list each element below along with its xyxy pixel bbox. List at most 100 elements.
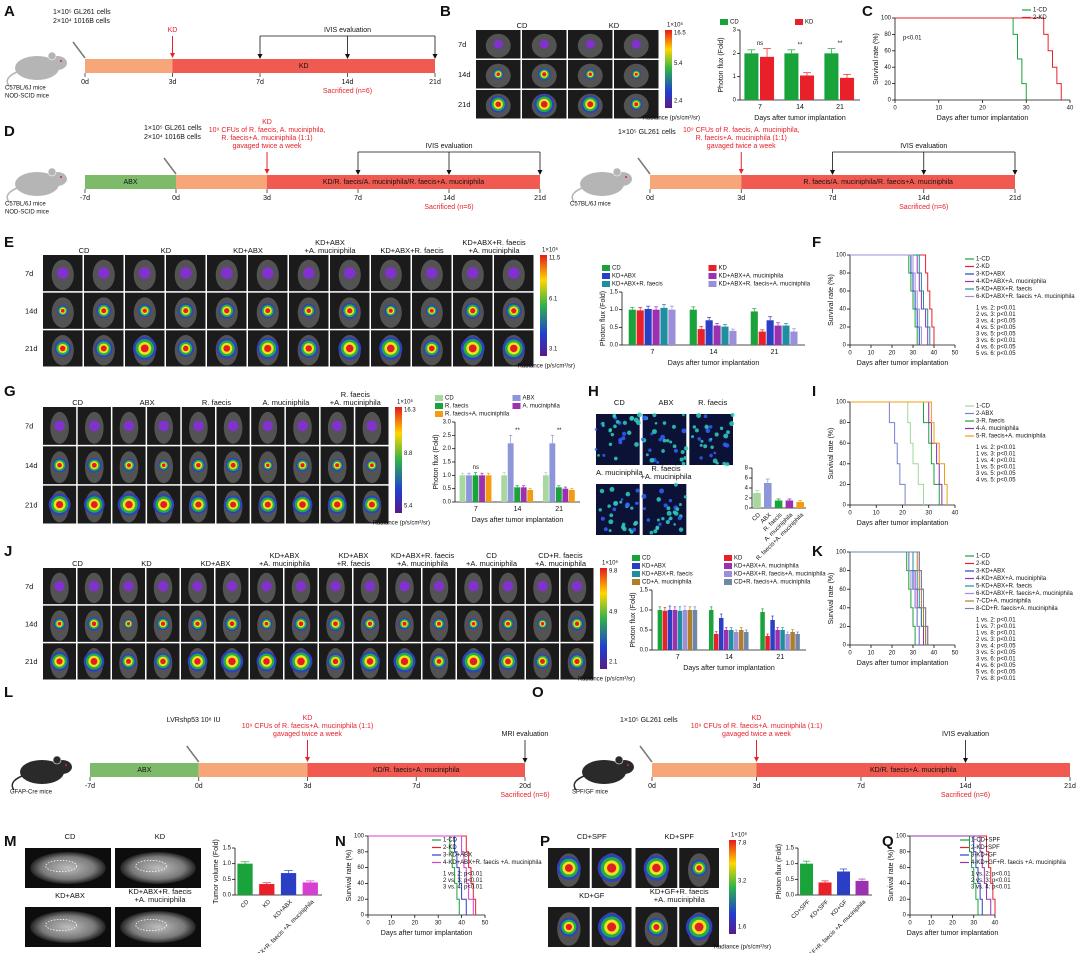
y-tick-label: 2.5 (443, 433, 452, 439)
cell (691, 435, 695, 439)
signal (54, 420, 65, 432)
signal (386, 344, 395, 353)
signal (227, 420, 239, 432)
x-axis-title: Days after tumor implantation (857, 520, 949, 527)
signal (505, 658, 511, 665)
bar (785, 634, 790, 650)
y-tick-label: 20 (839, 482, 846, 488)
colorbar-tick-label: 16.3 (404, 408, 416, 414)
colorbar-tick-label: 5.4 (674, 61, 683, 67)
y-tick-label: 80 (839, 271, 846, 277)
intervention-label: KD (303, 715, 313, 722)
timeline-segment (307, 763, 525, 777)
signal (571, 580, 583, 592)
cell (681, 461, 686, 466)
legend-label: 1-CD (443, 838, 458, 844)
cell (658, 522, 662, 526)
signal (565, 923, 573, 931)
x-tick-label: 0 (908, 921, 912, 927)
sacrificed-label: Sacrificed (n=6) (424, 204, 473, 211)
day-label: 14d (342, 79, 354, 86)
y-tick-label: 2.0 (443, 446, 452, 452)
mouse-label: NOD-SCID mice (5, 94, 50, 100)
cell (662, 421, 667, 425)
signal (540, 100, 548, 108)
bar (758, 331, 766, 345)
day-label: 0d (646, 195, 654, 202)
segment-label: KD/R. faecis+A. muciniphila (870, 767, 957, 774)
y-tick-label: 80 (884, 32, 891, 38)
signal (262, 420, 274, 432)
signal (347, 308, 353, 314)
survival-curve (368, 835, 467, 915)
legend-swatch (602, 281, 610, 287)
bar (302, 882, 318, 895)
cell (697, 437, 702, 441)
intervention-label: 10⁹ CFUs of R. faecis, A. muciniphila, (209, 127, 326, 134)
legend-label: KD+ABX+R. faecis (642, 572, 693, 578)
signal (402, 621, 407, 626)
colorbar-tick-label: 16.5 (674, 31, 686, 37)
mouse-eye (60, 176, 62, 178)
cell (628, 528, 632, 532)
annotation: 4 vs. 6: p<0.05 (976, 345, 1016, 351)
y-tick-label: 40 (884, 65, 891, 71)
x-tick-label: 20 (899, 511, 906, 517)
annotation: 4 vs. 5: p<0.05 (976, 478, 1016, 484)
timeline-segment (652, 763, 757, 777)
bar (782, 325, 790, 345)
legend-label: CD (642, 556, 651, 562)
y-tick-label: 0.5 (223, 877, 232, 883)
survival-curve (850, 254, 918, 345)
x-tick-label: 10 (388, 921, 395, 927)
arrow-head (355, 170, 361, 175)
cell (675, 507, 680, 511)
x-tick-label: 50 (952, 651, 959, 657)
intervention-label: KD (752, 715, 762, 722)
panel-label: M (4, 833, 17, 850)
survival-curve (850, 254, 931, 345)
legend-label: ABX (523, 396, 535, 402)
mouse-label: SPF/GF mice (572, 790, 609, 796)
cell (635, 420, 641, 426)
signal (366, 420, 378, 432)
injection (637, 157, 651, 175)
signal (298, 621, 304, 627)
bar (237, 863, 253, 895)
signal (496, 72, 501, 77)
signal (506, 621, 510, 626)
bar (774, 325, 782, 345)
signal (607, 863, 617, 873)
row-label: 7d (458, 40, 466, 49)
y-tick-label: 1.0 (786, 861, 795, 867)
cell (613, 424, 617, 429)
signal (161, 463, 166, 468)
y-axis-title: Survival rate (%) (828, 428, 835, 480)
legend-label: 3-KD+ABX (976, 272, 1005, 278)
y-tick-label: 8 (745, 466, 749, 472)
segment-label: KD/R. faecis/A. muciniphila/R. faecis+A.… (323, 179, 484, 186)
signal (694, 922, 704, 932)
signal (507, 267, 520, 279)
cell (634, 442, 639, 447)
cell (661, 449, 665, 453)
colorbar-tick-label: 7.8 (738, 841, 747, 847)
cell (635, 488, 640, 493)
y-tick-label: 1 (733, 74, 737, 80)
legend-label: CD+A. muciniphila (642, 580, 692, 586)
y-tick-label: 0 (903, 913, 907, 919)
annotation: 3 vs. 5: p<0.05 (976, 471, 1016, 477)
column-header: KD (609, 21, 620, 30)
bar (459, 475, 466, 502)
x-tick-label: 20 (411, 921, 418, 927)
cell (672, 424, 676, 429)
cell (660, 434, 666, 440)
bar (542, 475, 549, 502)
annotation: ** (798, 42, 803, 48)
legend-label: 1-CD (976, 257, 991, 263)
signal (428, 345, 435, 352)
y-axis-title: Photon flux (Fold) (600, 291, 607, 346)
row-label: 21d (25, 344, 38, 353)
cell (625, 491, 631, 497)
